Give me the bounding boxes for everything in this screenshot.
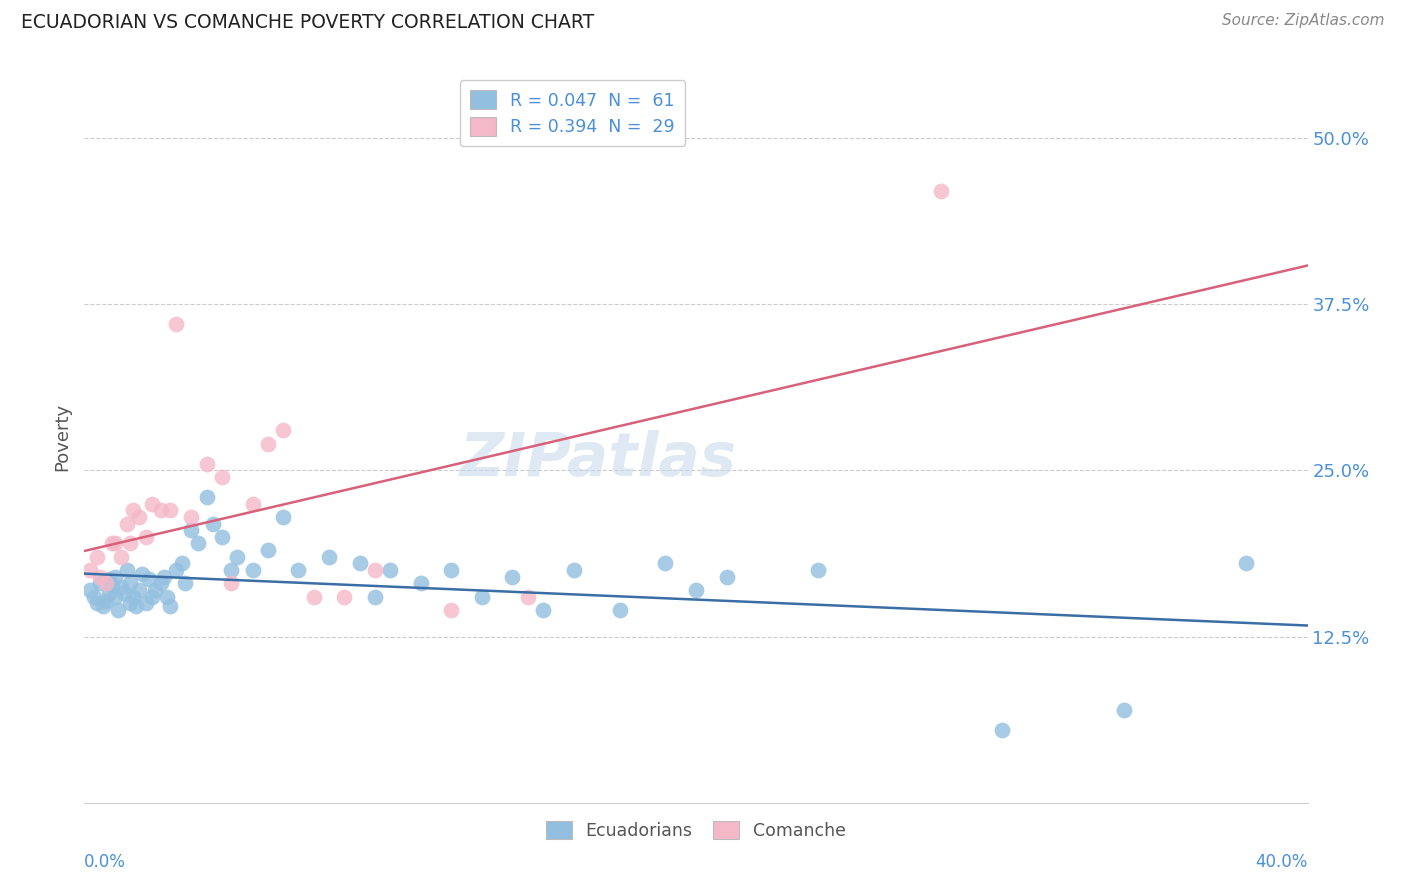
Point bbox=[195, 490, 218, 504]
Point bbox=[143, 582, 166, 597]
Point bbox=[562, 563, 585, 577]
Point bbox=[219, 563, 242, 577]
Point bbox=[440, 603, 463, 617]
Point bbox=[1236, 557, 1258, 571]
Point bbox=[79, 563, 101, 577]
Point bbox=[364, 590, 387, 604]
Point bbox=[380, 563, 402, 577]
Text: 0.0%: 0.0% bbox=[84, 854, 127, 871]
Point bbox=[141, 590, 163, 604]
Point bbox=[165, 317, 187, 331]
Point bbox=[502, 570, 524, 584]
Point bbox=[107, 603, 129, 617]
Legend: Ecuadorians, Comanche: Ecuadorians, Comanche bbox=[538, 814, 853, 847]
Text: Source: ZipAtlas.com: Source: ZipAtlas.com bbox=[1222, 13, 1385, 29]
Point bbox=[153, 570, 176, 584]
Point bbox=[138, 573, 160, 587]
Point bbox=[287, 563, 309, 577]
Point bbox=[271, 424, 294, 438]
Point bbox=[91, 599, 114, 613]
Point bbox=[257, 436, 280, 450]
Point bbox=[122, 503, 145, 517]
Point bbox=[89, 570, 111, 584]
Point bbox=[271, 509, 294, 524]
Point bbox=[302, 590, 325, 604]
Point bbox=[471, 590, 494, 604]
Point bbox=[186, 536, 208, 550]
Point bbox=[112, 585, 135, 599]
Point bbox=[211, 470, 233, 484]
Point bbox=[991, 723, 1014, 737]
Point bbox=[609, 603, 631, 617]
Point bbox=[94, 576, 117, 591]
Point bbox=[110, 549, 132, 564]
Point bbox=[685, 582, 707, 597]
Point bbox=[531, 603, 554, 617]
Point bbox=[101, 536, 124, 550]
Point bbox=[257, 543, 280, 558]
Point bbox=[149, 503, 172, 517]
Text: ZIPatlas: ZIPatlas bbox=[460, 430, 737, 489]
Point bbox=[104, 536, 127, 550]
Point bbox=[409, 576, 432, 591]
Point bbox=[104, 590, 127, 604]
Point bbox=[135, 530, 157, 544]
Point bbox=[318, 549, 340, 564]
Point bbox=[89, 576, 111, 591]
Point bbox=[86, 596, 108, 610]
Point bbox=[115, 516, 138, 531]
Point bbox=[807, 563, 830, 577]
Point bbox=[83, 590, 105, 604]
Text: 40.0%: 40.0% bbox=[1256, 854, 1308, 871]
Point bbox=[125, 599, 148, 613]
Point bbox=[211, 530, 233, 544]
Point bbox=[120, 536, 142, 550]
Point bbox=[1114, 703, 1136, 717]
Point bbox=[180, 523, 202, 537]
Y-axis label: Poverty: Poverty bbox=[53, 403, 72, 471]
Point bbox=[97, 573, 120, 587]
Point bbox=[226, 549, 249, 564]
Point bbox=[364, 563, 387, 577]
Point bbox=[333, 590, 356, 604]
Point bbox=[219, 576, 242, 591]
Point bbox=[86, 549, 108, 564]
Point bbox=[929, 184, 952, 198]
Point bbox=[104, 570, 127, 584]
Point bbox=[516, 590, 538, 604]
Point bbox=[101, 579, 124, 593]
Point bbox=[115, 563, 138, 577]
Point bbox=[120, 596, 142, 610]
Point bbox=[201, 516, 224, 531]
Point bbox=[156, 590, 179, 604]
Point bbox=[349, 557, 371, 571]
Point bbox=[242, 497, 264, 511]
Point bbox=[141, 497, 163, 511]
Point bbox=[716, 570, 738, 584]
Point bbox=[195, 457, 218, 471]
Point bbox=[131, 567, 153, 582]
Point bbox=[79, 582, 101, 597]
Point bbox=[159, 599, 181, 613]
Point bbox=[135, 596, 157, 610]
Point bbox=[440, 563, 463, 577]
Point bbox=[122, 590, 145, 604]
Point bbox=[654, 557, 676, 571]
Point bbox=[172, 557, 194, 571]
Point bbox=[174, 576, 197, 591]
Point bbox=[159, 503, 181, 517]
Point bbox=[128, 509, 150, 524]
Point bbox=[149, 576, 172, 591]
Point bbox=[110, 580, 132, 594]
Point bbox=[165, 563, 187, 577]
Point bbox=[120, 576, 142, 591]
Point bbox=[128, 582, 150, 597]
Text: ECUADORIAN VS COMANCHE POVERTY CORRELATION CHART: ECUADORIAN VS COMANCHE POVERTY CORRELATI… bbox=[21, 13, 595, 32]
Point bbox=[97, 585, 120, 599]
Point bbox=[180, 509, 202, 524]
Point bbox=[242, 563, 264, 577]
Point bbox=[94, 593, 117, 607]
